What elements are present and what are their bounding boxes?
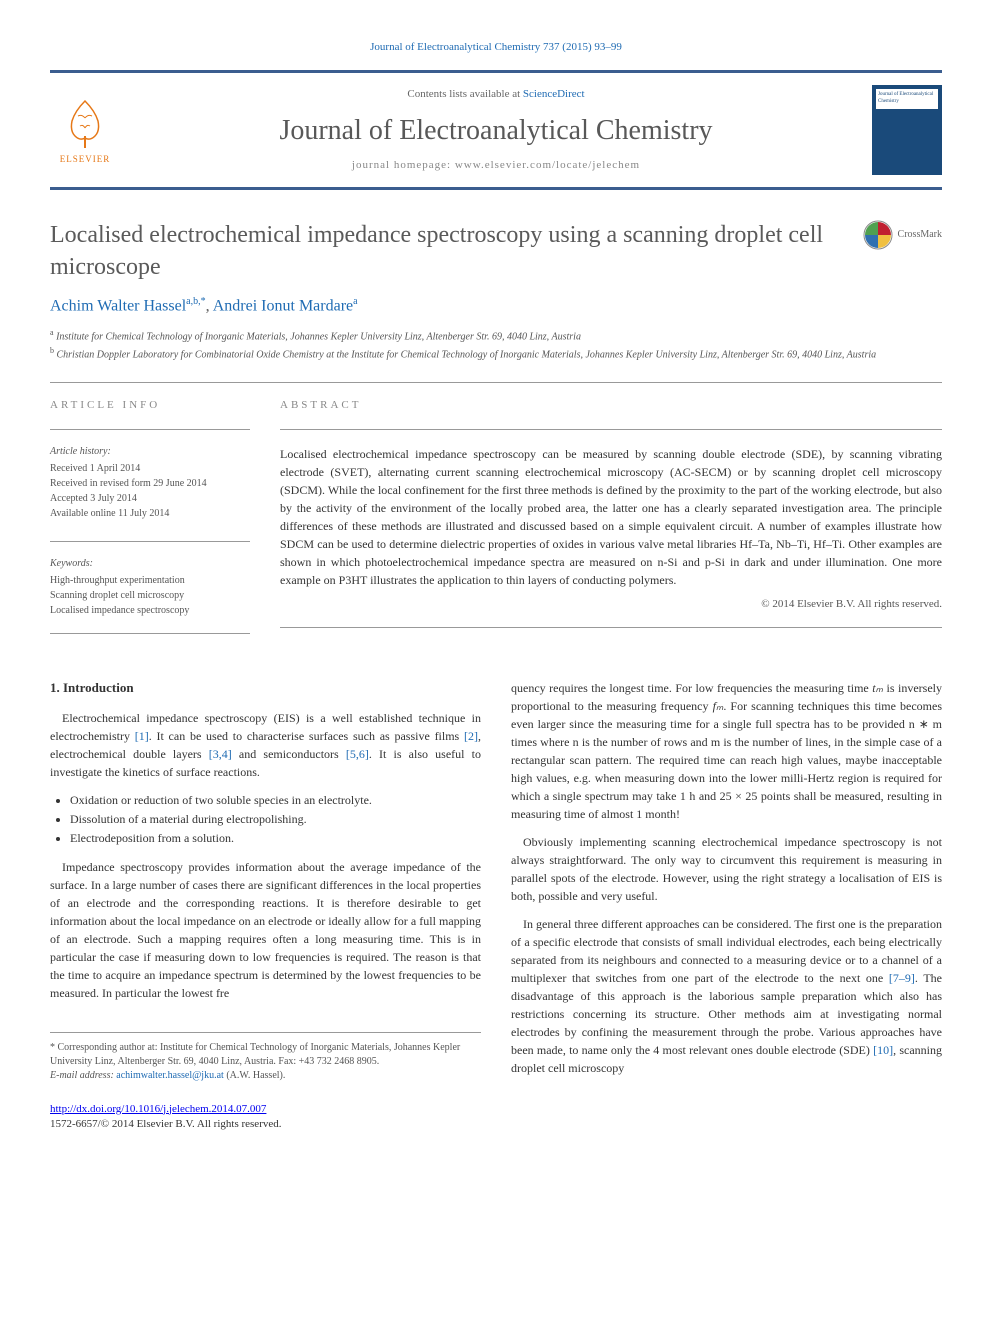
- aff-b-sup: b: [50, 346, 54, 355]
- ref-2[interactable]: [2]: [464, 729, 478, 743]
- contents-prefix: Contents lists available at: [407, 88, 522, 100]
- homepage-line: journal homepage: www.elsevier.com/locat…: [140, 158, 852, 173]
- affiliations-block: a Institute for Chemical Technology of I…: [50, 327, 942, 362]
- title-row: Localised electrochemical impedance spec…: [50, 220, 942, 282]
- issn-copyright: 1572-6657/© 2014 Elsevier B.V. All right…: [50, 1117, 942, 1132]
- ref-1[interactable]: [1]: [135, 729, 149, 743]
- corr-text: Corresponding author at: Institute for C…: [50, 1042, 460, 1067]
- journal-name: Journal of Electroanalytical Chemistry: [140, 111, 852, 150]
- abstract-heading: ABSTRACT: [280, 398, 942, 413]
- cover-thumb-title: Journal of Electroanalytical Chemistry: [876, 89, 938, 109]
- received-date: Received 1 April 2014: [50, 461, 250, 476]
- bullet-2: Dissolution of a material during electro…: [70, 810, 481, 829]
- divider-abs-2: [280, 627, 942, 628]
- intro-bullet-list: Oxidation or reduction of two soluble sp…: [70, 791, 481, 849]
- divider-info-2: [50, 541, 250, 542]
- intro-para-4: Obviously implementing scanning electroc…: [511, 833, 942, 905]
- aff-a-sup: a: [50, 328, 54, 337]
- affiliation-b: b Christian Doppler Laboratory for Combi…: [50, 345, 942, 362]
- journal-header-box: ELSEVIER Contents lists available at Sci…: [50, 70, 942, 190]
- elsevier-tree-icon: [60, 96, 110, 151]
- abstract-text: Localised electrochemical impedance spec…: [280, 445, 942, 589]
- tm-var: tₘ: [872, 681, 883, 695]
- ref-10[interactable]: [10]: [873, 1043, 893, 1057]
- intro-para-3: quency requires the longest time. For lo…: [511, 679, 942, 823]
- divider-1: [50, 382, 942, 383]
- article-info-heading: ARTICLE INFO: [50, 398, 250, 413]
- author-2-affil: a: [353, 296, 357, 307]
- affiliation-a: a Institute for Chemical Technology of I…: [50, 327, 942, 344]
- elsevier-logo[interactable]: ELSEVIER: [50, 90, 120, 170]
- keywords-label: Keywords:: [50, 557, 250, 571]
- divider-abs-1: [280, 429, 942, 430]
- authors-line: Achim Walter Hassela,b,*, Andrei Ionut M…: [50, 295, 942, 318]
- corresponding-footer: * Corresponding author at: Institute for…: [50, 1032, 481, 1083]
- contents-line: Contents lists available at ScienceDirec…: [140, 87, 852, 102]
- divider-info-3: [50, 633, 250, 634]
- header-center: Contents lists available at ScienceDirec…: [140, 87, 852, 173]
- doi-link[interactable]: http://dx.doi.org/10.1016/j.jelechem.201…: [50, 1103, 266, 1115]
- author-2[interactable]: Andrei Ionut Mardare: [213, 297, 353, 314]
- abstract-col: ABSTRACT Localised electrochemical imped…: [280, 398, 942, 648]
- history-label: Article history:: [50, 445, 250, 459]
- article-title: Localised electrochemical impedance spec…: [50, 220, 843, 282]
- crossmark-badge[interactable]: CrossMark: [863, 220, 942, 250]
- keywords-block: Keywords: High-throughput experimentatio…: [50, 541, 250, 618]
- journal-citation-header: Journal of Electroanalytical Chemistry 7…: [50, 40, 942, 55]
- ref-7-9[interactable]: [7–9]: [889, 971, 915, 985]
- online-date: Available online 11 July 2014: [50, 506, 250, 521]
- p3a: quency requires the longest time. For lo…: [511, 681, 872, 695]
- intro-para-5: In general three different approaches ca…: [511, 915, 942, 1077]
- email-suffix: (A.W. Hassel).: [224, 1070, 286, 1081]
- homepage-url[interactable]: www.elsevier.com/locate/jelechem: [455, 159, 640, 171]
- intro-para-2: Impedance spectroscopy provides informat…: [50, 858, 481, 1002]
- p1b: . It can be used to characterise surface…: [149, 729, 464, 743]
- aff-b-text: Christian Doppler Laboratory for Combina…: [57, 349, 877, 360]
- keyword-1: High-throughput experimentation: [50, 573, 250, 588]
- keyword-3: Localised impedance spectroscopy: [50, 603, 250, 618]
- elsevier-label: ELSEVIER: [60, 153, 111, 166]
- body-col-right: quency requires the longest time. For lo…: [511, 679, 942, 1087]
- bullet-1: Oxidation or reduction of two soluble sp…: [70, 791, 481, 810]
- doi-footer: http://dx.doi.org/10.1016/j.jelechem.201…: [50, 1102, 942, 1133]
- author-1[interactable]: Achim Walter Hassel: [50, 297, 186, 314]
- cover-thumb-body: [876, 109, 938, 171]
- ref-3-4[interactable]: [3,4]: [209, 747, 232, 761]
- section-1-heading: 1. Introduction: [50, 679, 481, 697]
- body-columns: 1. Introduction Electrochemical impedanc…: [50, 679, 942, 1087]
- fm-var: fₘ: [713, 699, 724, 713]
- bullet-3: Electrodeposition from a solution.: [70, 829, 481, 848]
- info-abstract-row: ARTICLE INFO Article history: Received 1…: [50, 398, 942, 648]
- corr-author-note: * Corresponding author at: Institute for…: [50, 1041, 481, 1069]
- keyword-2: Scanning droplet cell microscopy: [50, 588, 250, 603]
- body-col-left: 1. Introduction Electrochemical impedanc…: [50, 679, 481, 1087]
- abstract-copyright: © 2014 Elsevier B.V. All rights reserved…: [280, 597, 942, 612]
- p5a: In general three different approaches ca…: [511, 917, 942, 985]
- citation-link[interactable]: Journal of Electroanalytical Chemistry 7…: [370, 41, 622, 53]
- email-label: E-mail address:: [50, 1070, 116, 1081]
- sciencedirect-link[interactable]: ScienceDirect: [523, 88, 585, 100]
- homepage-prefix: journal homepage:: [352, 159, 455, 171]
- revised-date: Received in revised form 29 June 2014: [50, 476, 250, 491]
- p1d: and semiconductors: [232, 747, 346, 761]
- author-sep: ,: [206, 297, 213, 314]
- journal-cover-thumbnail[interactable]: Journal of Electroanalytical Chemistry: [872, 85, 942, 175]
- email-line: E-mail address: achimwalter.hassel@jku.a…: [50, 1069, 481, 1083]
- aff-a-text: Institute for Chemical Technology of Ino…: [56, 332, 581, 343]
- divider-info-1: [50, 429, 250, 430]
- crossmark-icon: [863, 220, 893, 250]
- crossmark-label: CrossMark: [898, 228, 942, 242]
- author-1-affil: a,b,: [186, 296, 200, 307]
- p3c: . For scanning techniques this time beco…: [511, 699, 942, 821]
- email-link[interactable]: achimwalter.hassel@jku.at: [116, 1070, 224, 1081]
- intro-para-1: Electrochemical impedance spectroscopy (…: [50, 709, 481, 781]
- accepted-date: Accepted 3 July 2014: [50, 491, 250, 506]
- article-info-col: ARTICLE INFO Article history: Received 1…: [50, 398, 250, 648]
- ref-5-6[interactable]: [5,6]: [346, 747, 369, 761]
